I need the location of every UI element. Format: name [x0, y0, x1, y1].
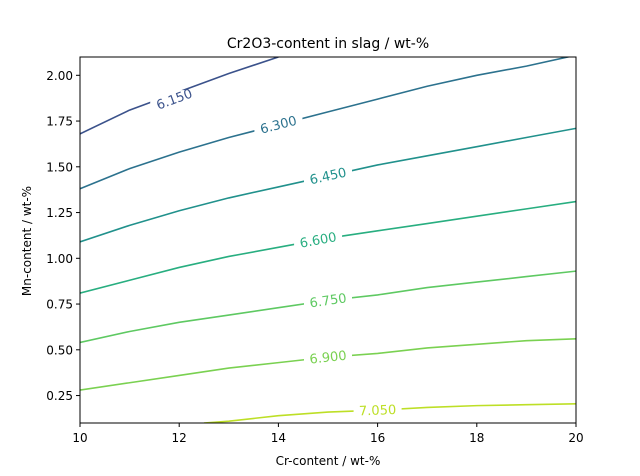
y-tick-label: 0.75	[46, 298, 73, 312]
x-tick-label: 20	[568, 431, 583, 445]
contour-line-6.150	[80, 57, 279, 135]
contour-line-6.750	[80, 270, 576, 344]
plot-frame	[79, 56, 577, 424]
y-tick-label: 2.00	[46, 69, 73, 83]
y-tick-label: 0.25	[46, 389, 73, 403]
x-tick-label: 14	[271, 431, 286, 445]
x-tick-label: 16	[370, 431, 385, 445]
contour-line-6.900	[80, 338, 576, 391]
x-axis-label: Cr-content / wt-%	[276, 454, 381, 468]
chart-title: Cr2O3-content in slag / wt-%	[227, 36, 429, 52]
y-tick-label: 1.50	[46, 160, 73, 174]
contour-line-7.050	[203, 402, 576, 423]
x-tick-label: 12	[172, 431, 187, 445]
contour-label-6.600: 6.600	[299, 230, 338, 252]
contour-line-6.300	[80, 57, 572, 190]
contour-line-6.450	[80, 127, 576, 243]
x-tick-label: 10	[72, 431, 87, 445]
contour-label-6.750: 6.750	[309, 291, 348, 311]
contour-label-6.900: 6.900	[309, 349, 348, 368]
contour-lines	[80, 57, 576, 423]
y-tick-label: 1.75	[46, 115, 73, 129]
y-tick-label: 1.25	[46, 206, 73, 220]
x-tick-label: 18	[469, 431, 484, 445]
contour-label-7.050: 7.050	[359, 403, 397, 419]
y-tick-label: 1.00	[46, 252, 73, 266]
y-tick-label: 0.50	[46, 343, 73, 357]
contour-line-6.600	[80, 200, 576, 294]
y-axis: 0.25 0.50 0.75 1.00 1.25 1.50 1.75 2.00	[46, 69, 80, 403]
y-axis-label: Mn-content / wt-%	[20, 186, 34, 296]
x-axis: 10 12 14 16 18 20	[72, 423, 584, 445]
